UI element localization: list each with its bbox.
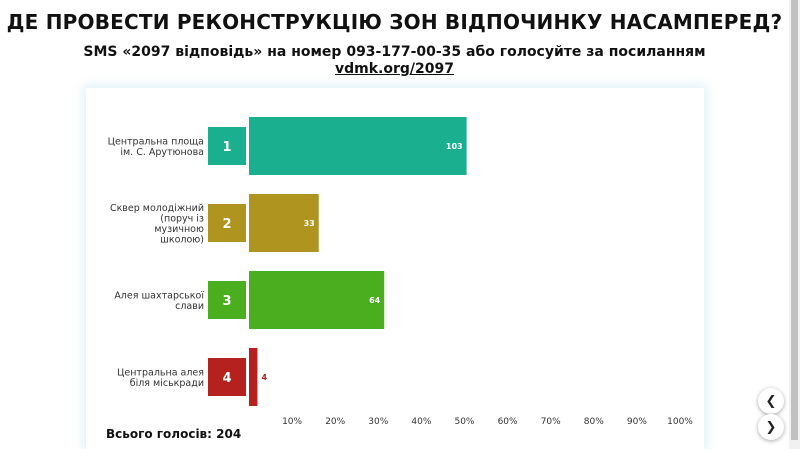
vote-link[interactable]: vdmk.org/2097: [335, 61, 454, 77]
page-title: ДЕ ПРОВЕСТИ РЕКОНСТРУКЦІЮ ЗОН ВІДПОЧИНКУ…: [6, 10, 783, 34]
rank-badge: [208, 281, 246, 319]
value-label: 64: [369, 296, 381, 305]
category-label: (поруч із: [160, 213, 204, 224]
x-tick-label: 60%: [498, 417, 518, 427]
rank-number: 3: [222, 294, 231, 309]
x-tick-label: 80%: [584, 417, 604, 427]
bar: [249, 194, 319, 252]
sms-instructions: SMS «2097 відповідь» на номер 093-177-00…: [83, 44, 706, 60]
page-subtitle: SMS «2097 відповідь» на номер 093-177-00…: [0, 44, 789, 78]
category-label: ім. С. Арутюнова: [120, 147, 204, 158]
prev-button[interactable]: ❮: [758, 388, 784, 414]
category-label: Сквер молодіжний: [110, 203, 204, 214]
chevron-left-icon: ❮: [765, 393, 777, 409]
category-label: слави: [175, 301, 204, 312]
rank-number: 2: [222, 217, 231, 232]
x-tick-label: 20%: [325, 417, 345, 427]
rank-badge: [208, 358, 246, 396]
rank-badge: [208, 204, 246, 242]
value-label: 4: [261, 373, 267, 382]
rank-badge: [208, 127, 246, 165]
rank-number: 4: [222, 371, 231, 386]
category-label: музичною: [154, 224, 204, 235]
rank-number: 1: [222, 140, 231, 155]
x-tick-label: 40%: [411, 417, 431, 427]
x-tick-label: 90%: [627, 417, 647, 427]
chevron-right-icon: ❯: [765, 419, 777, 435]
value-label: 33: [304, 219, 315, 228]
x-tick-label: 30%: [368, 417, 388, 427]
total-votes: Всього голосів: 204: [106, 427, 242, 441]
category-label: Алея шахтарської: [114, 290, 204, 301]
x-tick-label: 10%: [282, 417, 302, 427]
bar: [249, 117, 467, 175]
scrollbar-thumb[interactable]: [791, 0, 798, 440]
x-tick-label: 100%: [667, 417, 693, 427]
category-label: біля міськради: [130, 378, 204, 389]
category-label: школою): [160, 234, 204, 245]
x-tick-label: 50%: [454, 417, 474, 427]
next-button[interactable]: ❯: [758, 414, 784, 440]
category-label: Центральна алея: [117, 367, 204, 378]
bar: [249, 271, 385, 329]
category-label: Центральна площа: [108, 136, 204, 147]
value-label: 103: [446, 142, 463, 151]
bar: [249, 348, 258, 406]
x-tick-label: 70%: [541, 417, 561, 427]
